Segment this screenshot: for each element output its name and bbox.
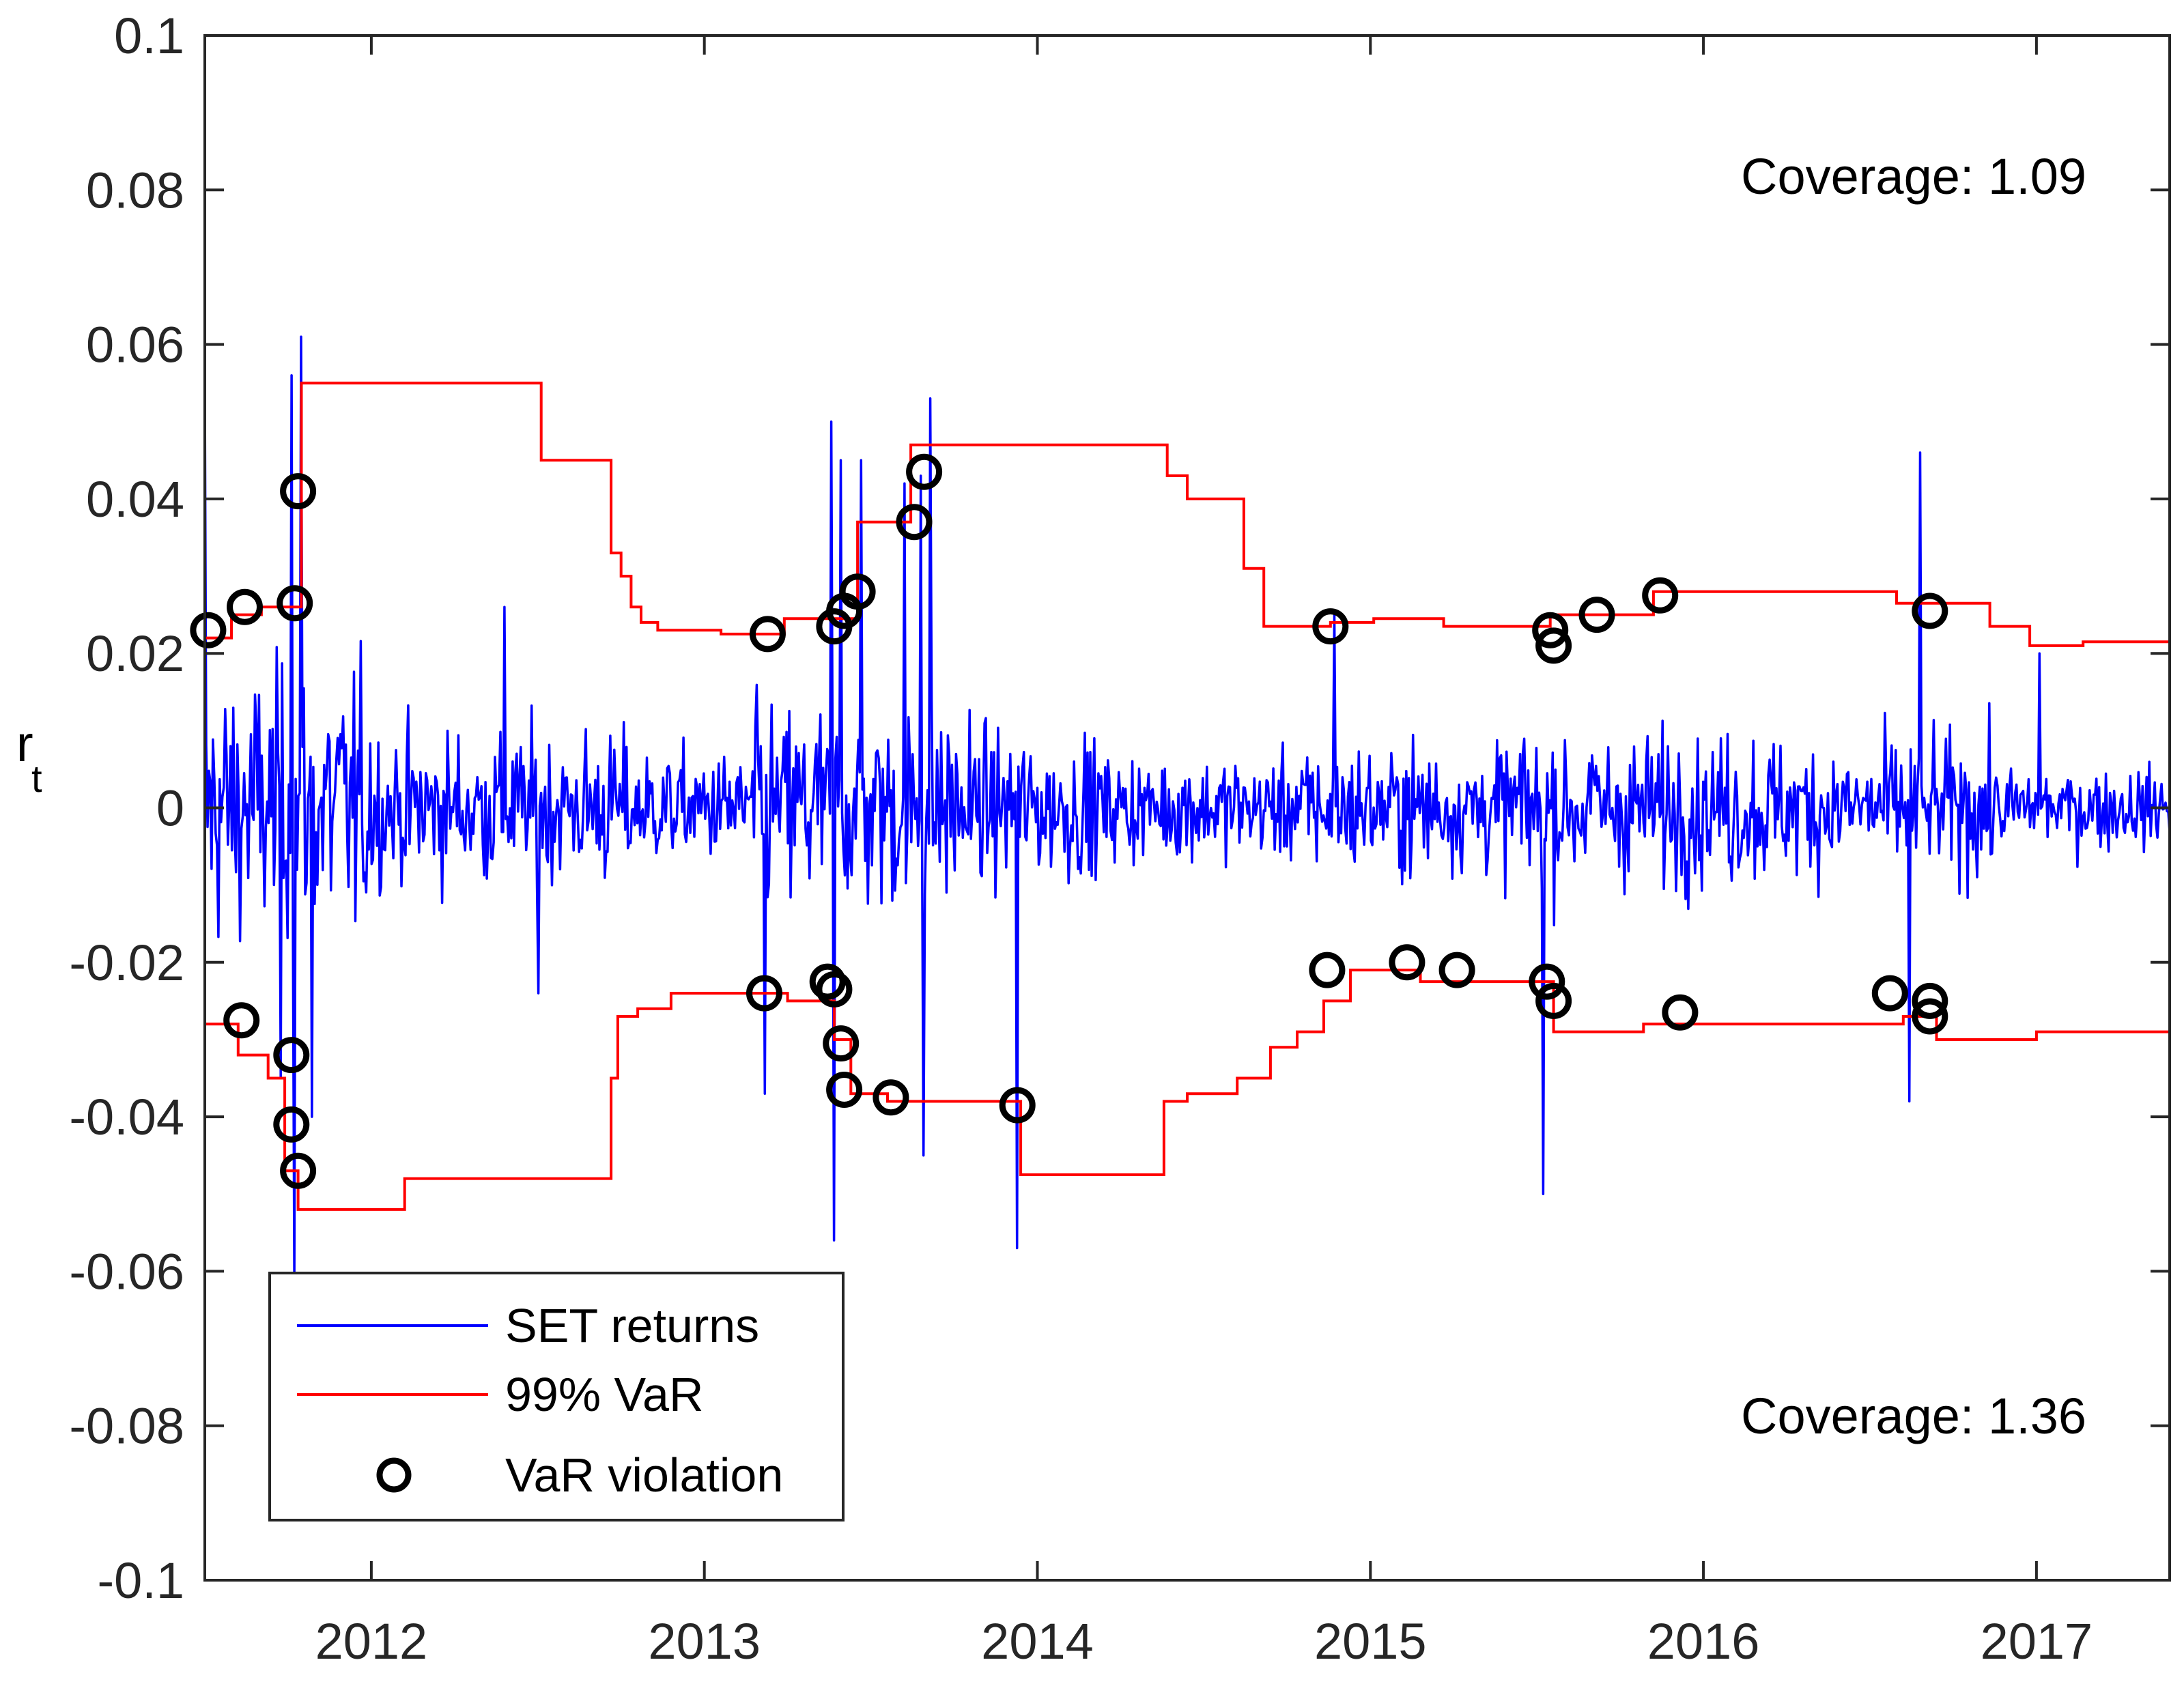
legend-box (268, 1272, 845, 1521)
var-violation-marker (1578, 597, 1615, 633)
x-tick-label: 2015 (1314, 1613, 1427, 1670)
var-violation-marker (1662, 994, 1699, 1031)
var-violation-marker (896, 504, 933, 541)
var-violation-marker (1642, 577, 1679, 614)
legend-label-violation: VaR violation (505, 1448, 783, 1502)
legend-label-returns: SET returns (505, 1299, 759, 1352)
var-violation-marker (276, 585, 313, 622)
var-upper-line (205, 382, 2170, 647)
var-violation-marker (1529, 963, 1565, 1000)
var-violation-marker (906, 453, 943, 490)
var-violation-marker (280, 1152, 317, 1189)
y-tick-label: -0.08 (69, 1398, 184, 1455)
violations-series (190, 453, 1948, 1189)
returns-series (205, 335, 2170, 1281)
var-violation-marker (1389, 944, 1426, 981)
var-violation-marker (1912, 998, 1948, 1035)
y-tick-label: -0.04 (69, 1089, 184, 1145)
var-violation-marker (223, 1002, 260, 1039)
y-tick-label: 0.06 (86, 317, 184, 373)
var-violation-marker (190, 612, 227, 648)
var-violation-marker (999, 1087, 1036, 1124)
y-tick-label: -0.02 (69, 934, 184, 991)
y-tick-label: 0.02 (86, 625, 184, 682)
var-violation-marker (749, 616, 786, 653)
y-tick-label: 0 (156, 780, 184, 837)
var-violation-marker (1912, 982, 1948, 1019)
x-axis: 2012 2013 2014 2015 2016 2017 (315, 35, 2093, 1670)
coverage-annotations: Coverage: 1.09 Coverage: 1.36 (1741, 148, 2086, 1444)
var-series (205, 382, 2170, 1211)
var-violation-marker (1438, 952, 1475, 988)
var-violation-marker (1871, 975, 1908, 1012)
y-axis-label: r (16, 715, 33, 772)
var-violation-marker (1535, 627, 1572, 664)
x-tick-label: 2017 (1981, 1613, 2093, 1670)
legend-label-var: 99% VaR (505, 1368, 704, 1421)
var-violation-marker (1912, 592, 1948, 629)
var-violation-marker (823, 1025, 860, 1062)
var-violation-marker (826, 1072, 863, 1108)
var-violation-marker (1312, 608, 1349, 645)
coverage-annotation: Coverage: 1.36 (1741, 1388, 2086, 1444)
var-violation-marker (1309, 952, 1346, 988)
x-tick-label: 2013 (648, 1613, 761, 1670)
var-violation-marker (280, 473, 317, 510)
var-violation-marker (873, 1079, 909, 1116)
var-violation-marker (809, 963, 846, 1000)
y-tick-label: -0.06 (69, 1243, 184, 1300)
y-tick-label: -0.1 (97, 1552, 184, 1609)
x-tick-label: 2014 (981, 1613, 1094, 1670)
returns-line (205, 335, 2170, 1281)
y-axis-label-subscript: t (31, 757, 42, 800)
var-violation-marker (839, 573, 876, 610)
var-violation-marker (1535, 982, 1572, 1019)
var-violation-marker (273, 1037, 310, 1074)
y-tick-label: 0.1 (114, 8, 184, 64)
var-violation-marker (1532, 612, 1569, 648)
var-violation-marker (816, 971, 853, 1008)
coverage-annotation: Coverage: 1.09 (1741, 148, 2086, 205)
var-lower-line (205, 969, 2170, 1211)
var-violation-marker (746, 975, 782, 1012)
x-tick-label: 2012 (315, 1613, 428, 1670)
y-tick-label: 0.04 (86, 471, 184, 528)
legend: SET returns 99% VaR VaR violation (268, 1272, 845, 1521)
y-tick-label: 0.08 (86, 162, 184, 218)
y-axis: 0.1 0.08 0.06 0.04 0.02 0 -0.02 -0.04 -0.06 -0.08… (69, 8, 2170, 1609)
legend-swatch-violation (376, 1457, 412, 1493)
var-violation-marker (273, 1106, 310, 1143)
var-violation-marker (227, 588, 263, 625)
x-tick-label: 2016 (1647, 1613, 1760, 1670)
